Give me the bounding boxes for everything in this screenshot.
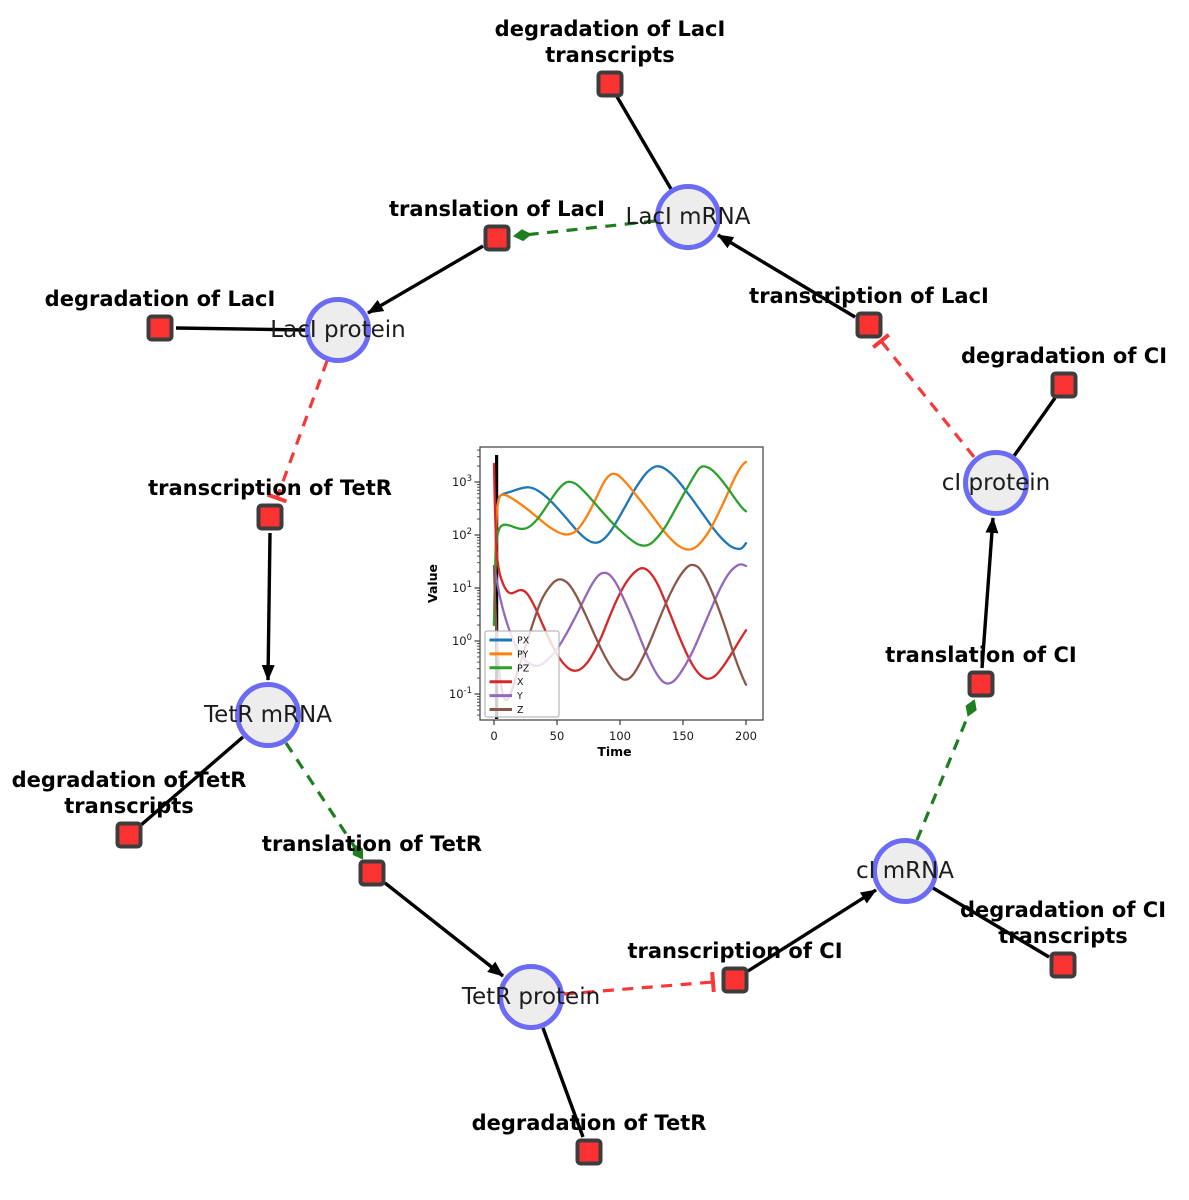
- species-node-ci-mrna[interactable]: [872, 838, 938, 904]
- reaction-label-line: transcripts: [545, 43, 675, 67]
- reaction-label-line: transcripts: [64, 794, 194, 818]
- chart-series-X: [492, 462, 748, 680]
- reaction-node-transcription-of-laci[interactable]: [855, 311, 883, 339]
- reaction-label-line: degradation of TetR: [11, 768, 247, 792]
- x-tick-label: 50: [550, 729, 565, 743]
- reaction-node-transcription-of-tetr[interactable]: [256, 503, 284, 531]
- reaction-node-degradation-of-tetr[interactable]: [575, 1138, 603, 1166]
- edge-transcription-tetr-to-tetr-mrna: [261, 532, 275, 681]
- reaction-label-transcription-of-ci: transcription of CI: [627, 938, 842, 964]
- reaction-label-translation-of-tetr: translation of TetR: [262, 831, 482, 857]
- edge-laci-mrna-to-degradation-transcripts: [614, 94, 673, 190]
- reaction-label-line: transcription of TetR: [148, 476, 392, 500]
- y-tick-label: 102: [452, 527, 472, 542]
- reaction-node-translation-of-tetr[interactable]: [358, 859, 386, 887]
- reaction-label-line: transcription of LacI: [749, 284, 989, 308]
- edge-translation-tetr-to-tetr-protein: [383, 881, 505, 978]
- reaction-label-line: translation of TetR: [261, 832, 483, 856]
- reaction-label-transcription-of-tetr: transcription of TetR: [148, 475, 392, 501]
- reaction-label-translation-of-ci: translation of CI: [885, 642, 1076, 668]
- chart-series-PZ: [492, 465, 748, 627]
- legend-entry-PX: PX: [517, 636, 530, 647]
- reaction-label-degradation-of-ci: degradation of CI: [961, 343, 1167, 369]
- reaction-label-line: translation of LacI: [389, 197, 605, 221]
- reaction-label-line: transcripts: [998, 924, 1128, 948]
- reaction-label-line: translation of CI: [885, 643, 1077, 667]
- chart-legend: PX PY PZ XYZ: [484, 630, 560, 718]
- x-tick-label: 0: [490, 729, 497, 743]
- legend-entry-PZ: PZ: [517, 663, 530, 674]
- reaction-label-line: degradation of LacI: [44, 287, 276, 311]
- edge-ci-protein-to-degradation-ci: [1012, 397, 1057, 457]
- x-tick-label: 200: [735, 729, 757, 743]
- reaction-label-degradation-of-tetr: degradation of TetR: [472, 1110, 707, 1136]
- chart-series-Y: [492, 563, 748, 685]
- y-tick-label: 101: [452, 580, 472, 595]
- legend-entry-X: X: [517, 677, 524, 688]
- legend-entry-PY: PY: [517, 649, 529, 660]
- edge-translation-laci-to-laci-protein: [367, 244, 484, 315]
- species-label-ci-protein: cI protein: [941, 470, 1051, 496]
- species-label-laci-mrna: LacI mRNA: [625, 204, 751, 230]
- species-node-tetr-mrna[interactable]: [235, 682, 301, 748]
- reaction-label-line: transcription of CI: [627, 939, 843, 963]
- reaction-node-degradation-of-ci[interactable]: [1050, 371, 1078, 399]
- x-tick-label: 100: [609, 729, 631, 743]
- reaction-label-transcription-of-laci: transcription of LacI: [749, 283, 989, 309]
- species-node-tetr-protein[interactable]: [498, 964, 564, 1030]
- reaction-label-degradation-of-laci-transcripts: degradation of LacI transcripts: [495, 16, 726, 68]
- reaction-label-line: degradation of TetR: [471, 1111, 707, 1135]
- species-node-ci-protein[interactable]: [963, 450, 1029, 516]
- reaction-label-degradation-of-laci: degradation of LacI: [45, 286, 276, 312]
- species-node-laci-protein[interactable]: [305, 297, 371, 363]
- reaction-node-transcription-of-ci[interactable]: [721, 966, 749, 994]
- species-node-laci-mrna[interactable]: [655, 184, 721, 250]
- legend-entry-Y: Y: [516, 691, 523, 702]
- chart-series-Z: [492, 563, 748, 702]
- chart-series-PY: [492, 460, 748, 627]
- reaction-label-translation-of-laci: translation of LacI: [389, 196, 605, 222]
- reaction-node-translation-of-ci[interactable]: [967, 670, 995, 698]
- reaction-node-translation-of-laci[interactable]: [483, 224, 511, 252]
- species-label-laci-protein: LacI protein: [270, 317, 406, 343]
- reaction-node-degradation-of-laci[interactable]: [146, 314, 174, 342]
- reaction-node-degradation-of-ci-transcripts[interactable]: [1049, 951, 1077, 979]
- reaction-label-degradation-of-tetr-transcripts: degradation of TetR transcripts: [12, 767, 247, 819]
- edge-ci-mrna-modifies-translation-ci: [915, 699, 977, 841]
- reaction-label-line: degradation of CI: [960, 344, 1168, 368]
- x-axis-label: Time: [597, 744, 631, 759]
- species-label-tetr-protein: TetR protein: [461, 984, 601, 1010]
- x-tick-label: 150: [672, 729, 694, 743]
- legend-entry-Z: Z: [517, 705, 524, 716]
- chart-series-PX: [492, 465, 748, 627]
- species-label-tetr-mrna: TetR mRNA: [204, 702, 332, 728]
- y-tick-label: 100: [452, 633, 472, 648]
- species-label-ci-mrna: cI mRNA: [855, 858, 955, 884]
- y-axis-label: Value: [425, 564, 440, 603]
- reaction-label-line: degradation of LacI: [494, 17, 726, 41]
- reaction-label-degradation-of-ci-transcripts: degradation of CI transcripts: [960, 897, 1166, 949]
- reaction-label-line: degradation of CI: [959, 898, 1167, 922]
- y-tick-label: 103: [452, 474, 472, 489]
- y-tick-label: 10-1: [449, 686, 472, 701]
- reaction-node-degradation-of-tetr-transcripts[interactable]: [115, 821, 143, 849]
- reaction-node-degradation-of-laci-transcripts[interactable]: [596, 70, 624, 98]
